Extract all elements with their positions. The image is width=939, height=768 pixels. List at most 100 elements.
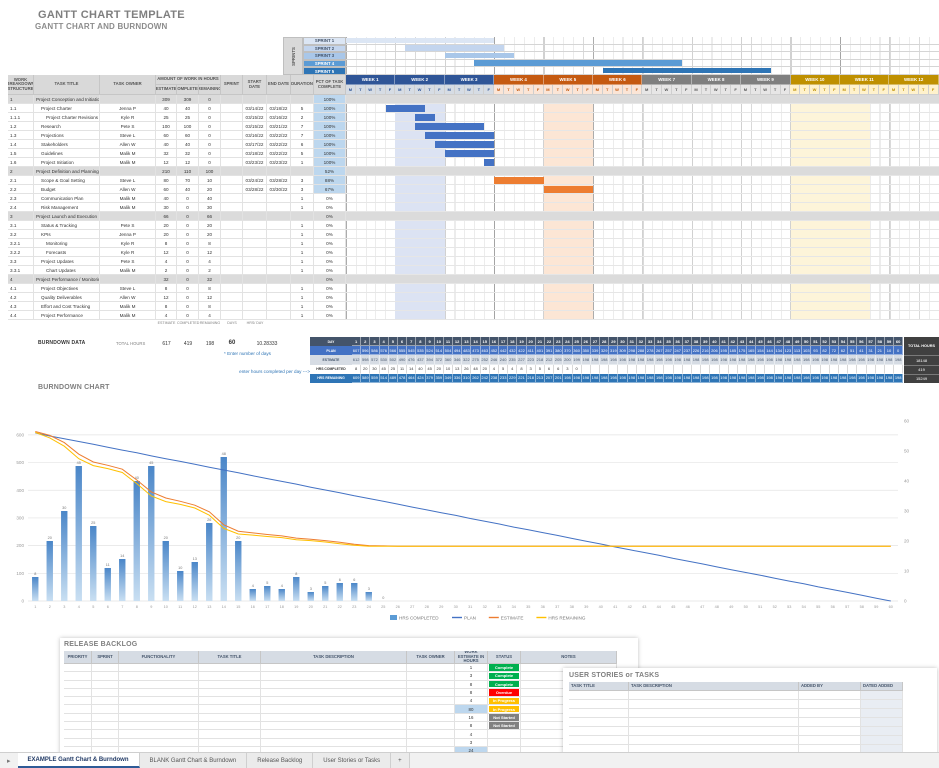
burndown-day-cell[interactable]: 198 [838, 373, 849, 383]
backlog-cell[interactable] [407, 664, 455, 673]
day-letter[interactable]: W [859, 85, 870, 95]
burndown-day-cell[interactable]: 14 [407, 364, 417, 374]
burndown-day-cell[interactable]: 30 [370, 364, 380, 374]
backlog-cell[interactable] [119, 738, 199, 747]
task-cell-est[interactable]: 60 [156, 131, 177, 140]
burndown-day-cell[interactable]: 275 [471, 355, 481, 365]
task-cell-owner[interactable]: Malik M [100, 266, 156, 275]
task-cell-est[interactable]: 80 [156, 176, 177, 185]
burndown-day-cell[interactable]: 227 [517, 355, 527, 365]
task-cell-owner[interactable]: Pete S [100, 122, 156, 131]
task-cell-wbs[interactable]: 3 [8, 212, 34, 221]
task-cell-pct[interactable]: 0% [314, 302, 346, 311]
burndown-day-cell[interactable]: 34 [655, 337, 665, 347]
backlog-cell[interactable] [407, 713, 455, 723]
column-header[interactable]: START DATE [243, 75, 267, 95]
burndown-day-cell[interactable]: 103 [802, 346, 812, 356]
task-cell-dur[interactable] [291, 275, 314, 284]
task-cell-sprint[interactable] [221, 212, 243, 221]
day-letter[interactable]: T [770, 85, 781, 95]
task-cell-sprint[interactable] [221, 194, 243, 203]
task-cell-pct[interactable]: 100% [314, 149, 346, 158]
burndown-day-cell[interactable] [664, 364, 674, 374]
burndown-day-cell[interactable]: 235 [508, 355, 518, 365]
burndown-day-cell[interactable]: 218 [526, 373, 536, 383]
backlog-column-header[interactable]: FUNCTIONALITY [119, 651, 199, 664]
task-bar[interactable] [484, 158, 495, 166]
burndown-day-cell[interactable]: 360 [572, 346, 582, 356]
day-letter[interactable]: T [523, 85, 534, 95]
task-cell-comp[interactable]: 0 [177, 221, 199, 230]
burndown-day-cell[interactable]: 38 [691, 337, 702, 347]
burndown-day-cell[interactable]: 247 [673, 346, 683, 356]
burndown-day-cell[interactable]: 7 [407, 337, 417, 347]
burndown-day-cell[interactable]: 49 [793, 337, 803, 347]
task-cell-end[interactable]: 03/22/22 [267, 149, 291, 158]
task-cell-est[interactable]: 8 [156, 302, 177, 311]
burndown-day-cell[interactable]: 82 [820, 346, 830, 356]
burndown-day-cell[interactable]: 18 [508, 337, 518, 347]
task-cell-sprint[interactable] [221, 176, 243, 185]
backlog-cell[interactable] [92, 738, 119, 747]
backlog-cell[interactable] [64, 680, 92, 689]
stories-cell[interactable] [861, 709, 903, 718]
task-cell-comp[interactable]: 12 [177, 158, 199, 167]
burndown-day-cell[interactable] [774, 364, 784, 374]
task-cell-wbs[interactable]: 2.4 [8, 203, 34, 212]
status-badge[interactable]: Not Started [489, 722, 519, 729]
task-cell-owner[interactable]: Steve L [100, 131, 156, 140]
gantt-row-strip[interactable] [346, 221, 939, 230]
day-letter[interactable]: M [741, 85, 751, 95]
gantt-row-strip[interactable] [346, 158, 939, 167]
sprint-label-cell[interactable]: SPRINT 1 [303, 37, 346, 45]
burndown-day-cell[interactable]: 6 [554, 364, 564, 374]
task-cell-title[interactable]: Research [34, 122, 100, 131]
status-badge[interactable]: Complete [489, 664, 519, 671]
burndown-day-cell[interactable]: 198 [857, 355, 867, 365]
burndown-day-cell[interactable]: 452 [489, 346, 499, 356]
task-cell-dur[interactable]: 3 [291, 185, 314, 194]
burndown-day-cell[interactable]: 123 [783, 346, 793, 356]
task-cell-title[interactable]: Forecasts [34, 248, 100, 257]
total-estimate[interactable]: 617 [162, 341, 171, 347]
burndown-day-cell[interactable] [793, 364, 803, 374]
burndown-day-cell[interactable]: 43 [737, 337, 748, 347]
backlog-cell[interactable] [407, 705, 455, 714]
burndown-day-cell[interactable]: 31 [866, 346, 876, 356]
backlog-cell[interactable] [488, 730, 521, 739]
task-cell-sprint[interactable] [221, 275, 243, 284]
column-header[interactable]: AMOUNT OF WORK IN HOURS [156, 75, 221, 85]
task-cell-start[interactable] [243, 284, 267, 293]
task-cell-pct[interactable]: 0% [314, 311, 346, 320]
burndown-day-cell[interactable]: 329 [600, 346, 610, 356]
task-cell-wbs[interactable]: 4.2 [8, 293, 34, 302]
column-header[interactable]: COMPLETED [177, 85, 199, 95]
burndown-day-cell[interactable] [646, 364, 656, 374]
backlog-cell[interactable] [119, 697, 199, 706]
column-header[interactable]: END DATE [267, 75, 291, 95]
task-cell-comp[interactable]: 0 [177, 311, 199, 320]
burndown-day-cell[interactable]: 41 [719, 337, 729, 347]
task-cell-start[interactable]: 03/23/22 [243, 158, 267, 167]
burndown-day-cell[interactable]: 478 [397, 373, 408, 383]
column-header[interactable]: SPRINT [221, 75, 243, 95]
task-cell-est[interactable]: 20 [156, 230, 177, 239]
burndown-day-cell[interactable]: 198 [811, 373, 821, 383]
burndown-day-cell[interactable]: 246 [489, 355, 499, 365]
stories-cell[interactable] [569, 727, 629, 736]
burndown-day-cell[interactable]: 198 [783, 373, 793, 383]
backlog-cell[interactable] [407, 730, 455, 739]
task-cell-comp[interactable]: 0 [177, 230, 199, 239]
burndown-day-cell[interactable]: 1 [352, 337, 362, 347]
burndown-day-cell[interactable]: 23 [554, 337, 564, 347]
stories-cell[interactable] [799, 736, 861, 745]
status-badge[interactable]: Complete [489, 680, 519, 688]
day-letter[interactable]: M [889, 85, 899, 95]
task-cell-end[interactable]: 03/28/22 [267, 176, 291, 185]
burndown-day-cell[interactable]: 262 [471, 373, 481, 383]
task-cell-est[interactable]: 309 [156, 95, 177, 104]
burndown-day-cell[interactable]: 48 [783, 337, 793, 347]
burndown-day-cell[interactable]: 4 [489, 364, 499, 374]
backlog-cell[interactable] [199, 730, 261, 739]
burndown-day-cell[interactable]: 207 [544, 373, 555, 383]
